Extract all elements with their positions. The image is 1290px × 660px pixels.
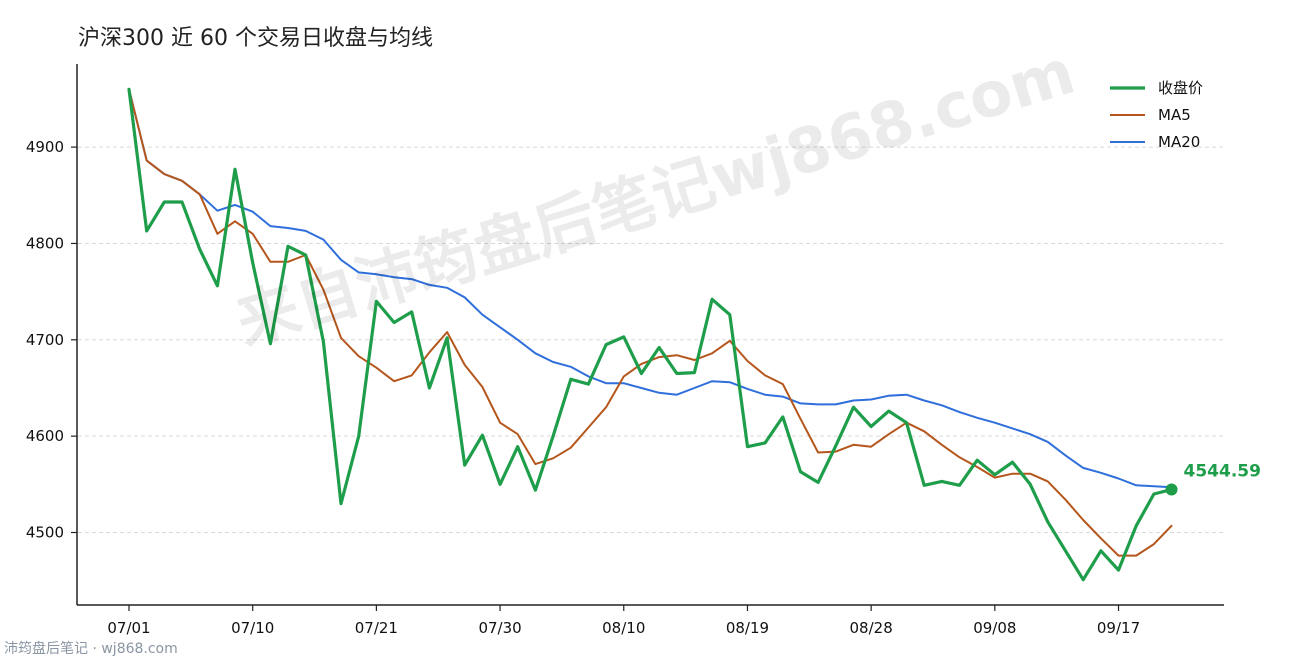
y-tick-label: 4600: [26, 427, 64, 445]
legend-label: MA5: [1158, 106, 1191, 124]
y-tick-label: 4500: [26, 524, 64, 542]
x-tick-label: 07/10: [231, 619, 274, 637]
x-tick-label: 09/17: [1097, 619, 1140, 637]
x-tick-label: 08/19: [726, 619, 769, 637]
series-line-0: [127, 87, 1174, 582]
last-value-label: 4544.59: [1184, 462, 1261, 482]
legend-label: 收盘价: [1158, 79, 1203, 97]
watermark: 来自沛筠盘后笔记wj868.com: [228, 35, 1083, 360]
x-tick-layer: 07/01 07/10 07/21 07/30 08/10 08/19 08/28 09/08…: [107, 605, 1140, 637]
x-tick-label: 09/08: [973, 619, 1016, 637]
x-tick-label: 07/01: [107, 619, 150, 637]
chart-title: 沪深300 近 60 个交易日收盘与均线: [78, 26, 433, 51]
series-layer: [127, 87, 1174, 582]
x-tick-label: 07/30: [478, 619, 521, 637]
x-tick-label: 07/21: [355, 619, 398, 637]
axis-layer: [76, 64, 1224, 606]
x-tick-label: 08/28: [850, 619, 893, 637]
y-tick-layer: 4500 4600 4700 4800 4900: [26, 138, 77, 542]
last-point-layer: 4544.59: [1165, 462, 1261, 496]
series-line-2: [128, 88, 1173, 489]
footer-text: 沛筠盘后笔记 · wj868.com: [4, 640, 178, 657]
legend: 收盘价 MA5 MA20: [1110, 79, 1203, 151]
legend-label: MA20: [1158, 133, 1200, 151]
y-tick-label: 4800: [26, 234, 64, 252]
y-tick-label: 4700: [26, 331, 64, 349]
y-tick-label: 4900: [26, 138, 64, 156]
x-tick-label: 08/10: [602, 619, 645, 637]
last-point-marker: [1165, 483, 1178, 496]
